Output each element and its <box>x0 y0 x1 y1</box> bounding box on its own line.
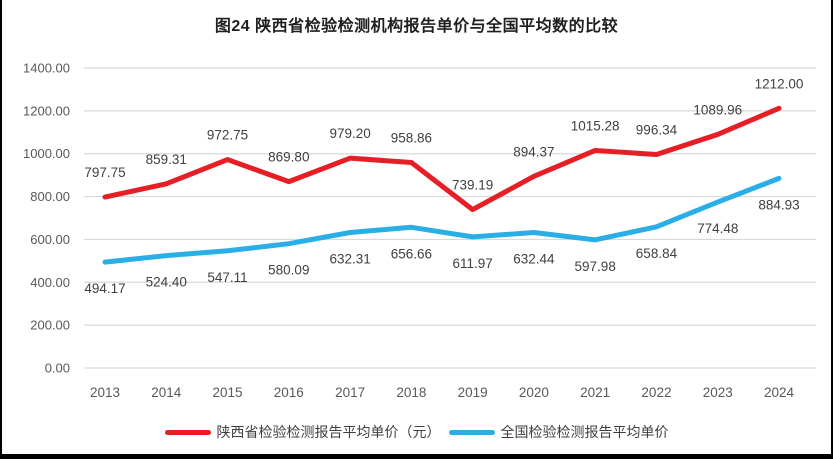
page-border-right <box>831 0 833 459</box>
legend-swatch-blue-line-icon <box>448 429 495 435</box>
data-label: 524.40 <box>146 275 187 290</box>
y-tick-label: 400.00 <box>30 275 70 290</box>
y-tick-label: 200.00 <box>30 318 70 333</box>
data-label: 494.17 <box>84 281 125 296</box>
data-label: 1089.96 <box>693 102 742 117</box>
x-tick-label: 2013 <box>90 385 120 400</box>
data-label: 996.34 <box>636 122 678 137</box>
y-tick-label: 1200.00 <box>23 103 70 118</box>
gridlines <box>84 67 816 369</box>
data-label: 797.75 <box>84 165 125 180</box>
x-tick-label: 2016 <box>274 385 304 400</box>
x-axis-labels: 2013 2014 2015 2016 2017 2018 2019 2020 2021 2022… <box>90 385 795 400</box>
legend-item-shaanxi: 陕西省检验检测报告平均单价（元） <box>164 422 441 442</box>
chart-legend: 陕西省检验检测报告平均单价（元） 全国检验检测报告平均单价 <box>0 422 833 442</box>
data-label: 632.44 <box>513 251 555 266</box>
data-label: 632.31 <box>329 252 370 267</box>
y-tick-label: 1000.00 <box>23 146 70 161</box>
x-tick-label: 2022 <box>641 385 671 400</box>
legend-label-national: 全国检验检测报告平均单价 <box>500 424 669 440</box>
legend-swatch-red-line-icon <box>164 429 211 435</box>
y-axis-labels: 0.00 200.00 400.00 600.00 800.00 1000.00 1200.… <box>23 61 70 376</box>
data-label: 547.11 <box>207 270 247 285</box>
x-tick-label: 2024 <box>764 385 795 400</box>
data-label: 972.75 <box>207 128 248 143</box>
data-label: 894.37 <box>513 144 554 159</box>
data-label: 774.48 <box>697 221 738 236</box>
data-label: 859.31 <box>146 152 187 167</box>
data-label: 656.66 <box>391 246 432 261</box>
x-tick-label: 2019 <box>458 385 488 400</box>
data-label: 611.97 <box>452 256 492 271</box>
x-tick-label: 2018 <box>396 385 426 400</box>
series-0-data-labels: 797.75 859.31 972.75 869.80 979.20 958.86 739.… <box>84 76 803 192</box>
page-border-left <box>0 0 2 459</box>
series-line-1 <box>102 175 782 265</box>
y-tick-label: 0.00 <box>45 361 70 376</box>
data-label: 884.93 <box>758 197 799 212</box>
legend-item-national: 全国检验检测报告平均单价 <box>448 422 669 442</box>
chart-plot-area: 0.00 200.00 400.00 600.00 800.00 1000.00 1200.… <box>23 61 816 400</box>
x-tick-label: 2020 <box>519 385 549 400</box>
y-tick-label: 600.00 <box>30 232 70 247</box>
data-label: 597.98 <box>575 259 616 274</box>
chart-title: 图24 陕西省检验检测机构报告单价与全国平均数的比较 <box>214 18 619 35</box>
legend-label-shaanxi: 陕西省检验检测报告平均单价（元） <box>216 424 441 440</box>
page-border-bottom <box>0 454 833 459</box>
x-tick-label: 2023 <box>703 385 733 400</box>
series-line-0 <box>102 105 782 213</box>
data-label: 869.80 <box>268 150 309 165</box>
x-tick-label: 2021 <box>580 385 610 400</box>
data-label: 739.19 <box>452 178 493 193</box>
x-tick-label: 2017 <box>335 385 365 400</box>
x-tick-label: 2015 <box>213 385 243 400</box>
data-label: 1015.28 <box>571 118 620 133</box>
data-label: 979.20 <box>329 126 370 141</box>
data-label: 958.86 <box>391 131 432 146</box>
data-label: 1212.00 <box>755 76 804 91</box>
data-label: 580.09 <box>268 263 309 278</box>
y-tick-label: 800.00 <box>30 189 70 204</box>
data-label: 658.84 <box>636 246 678 261</box>
y-tick-label: 1400.00 <box>23 61 70 76</box>
x-tick-label: 2014 <box>151 385 182 400</box>
series-1-data-labels: 494.17 524.40 547.11 580.09 632.31 656.66 611.… <box>84 197 799 296</box>
